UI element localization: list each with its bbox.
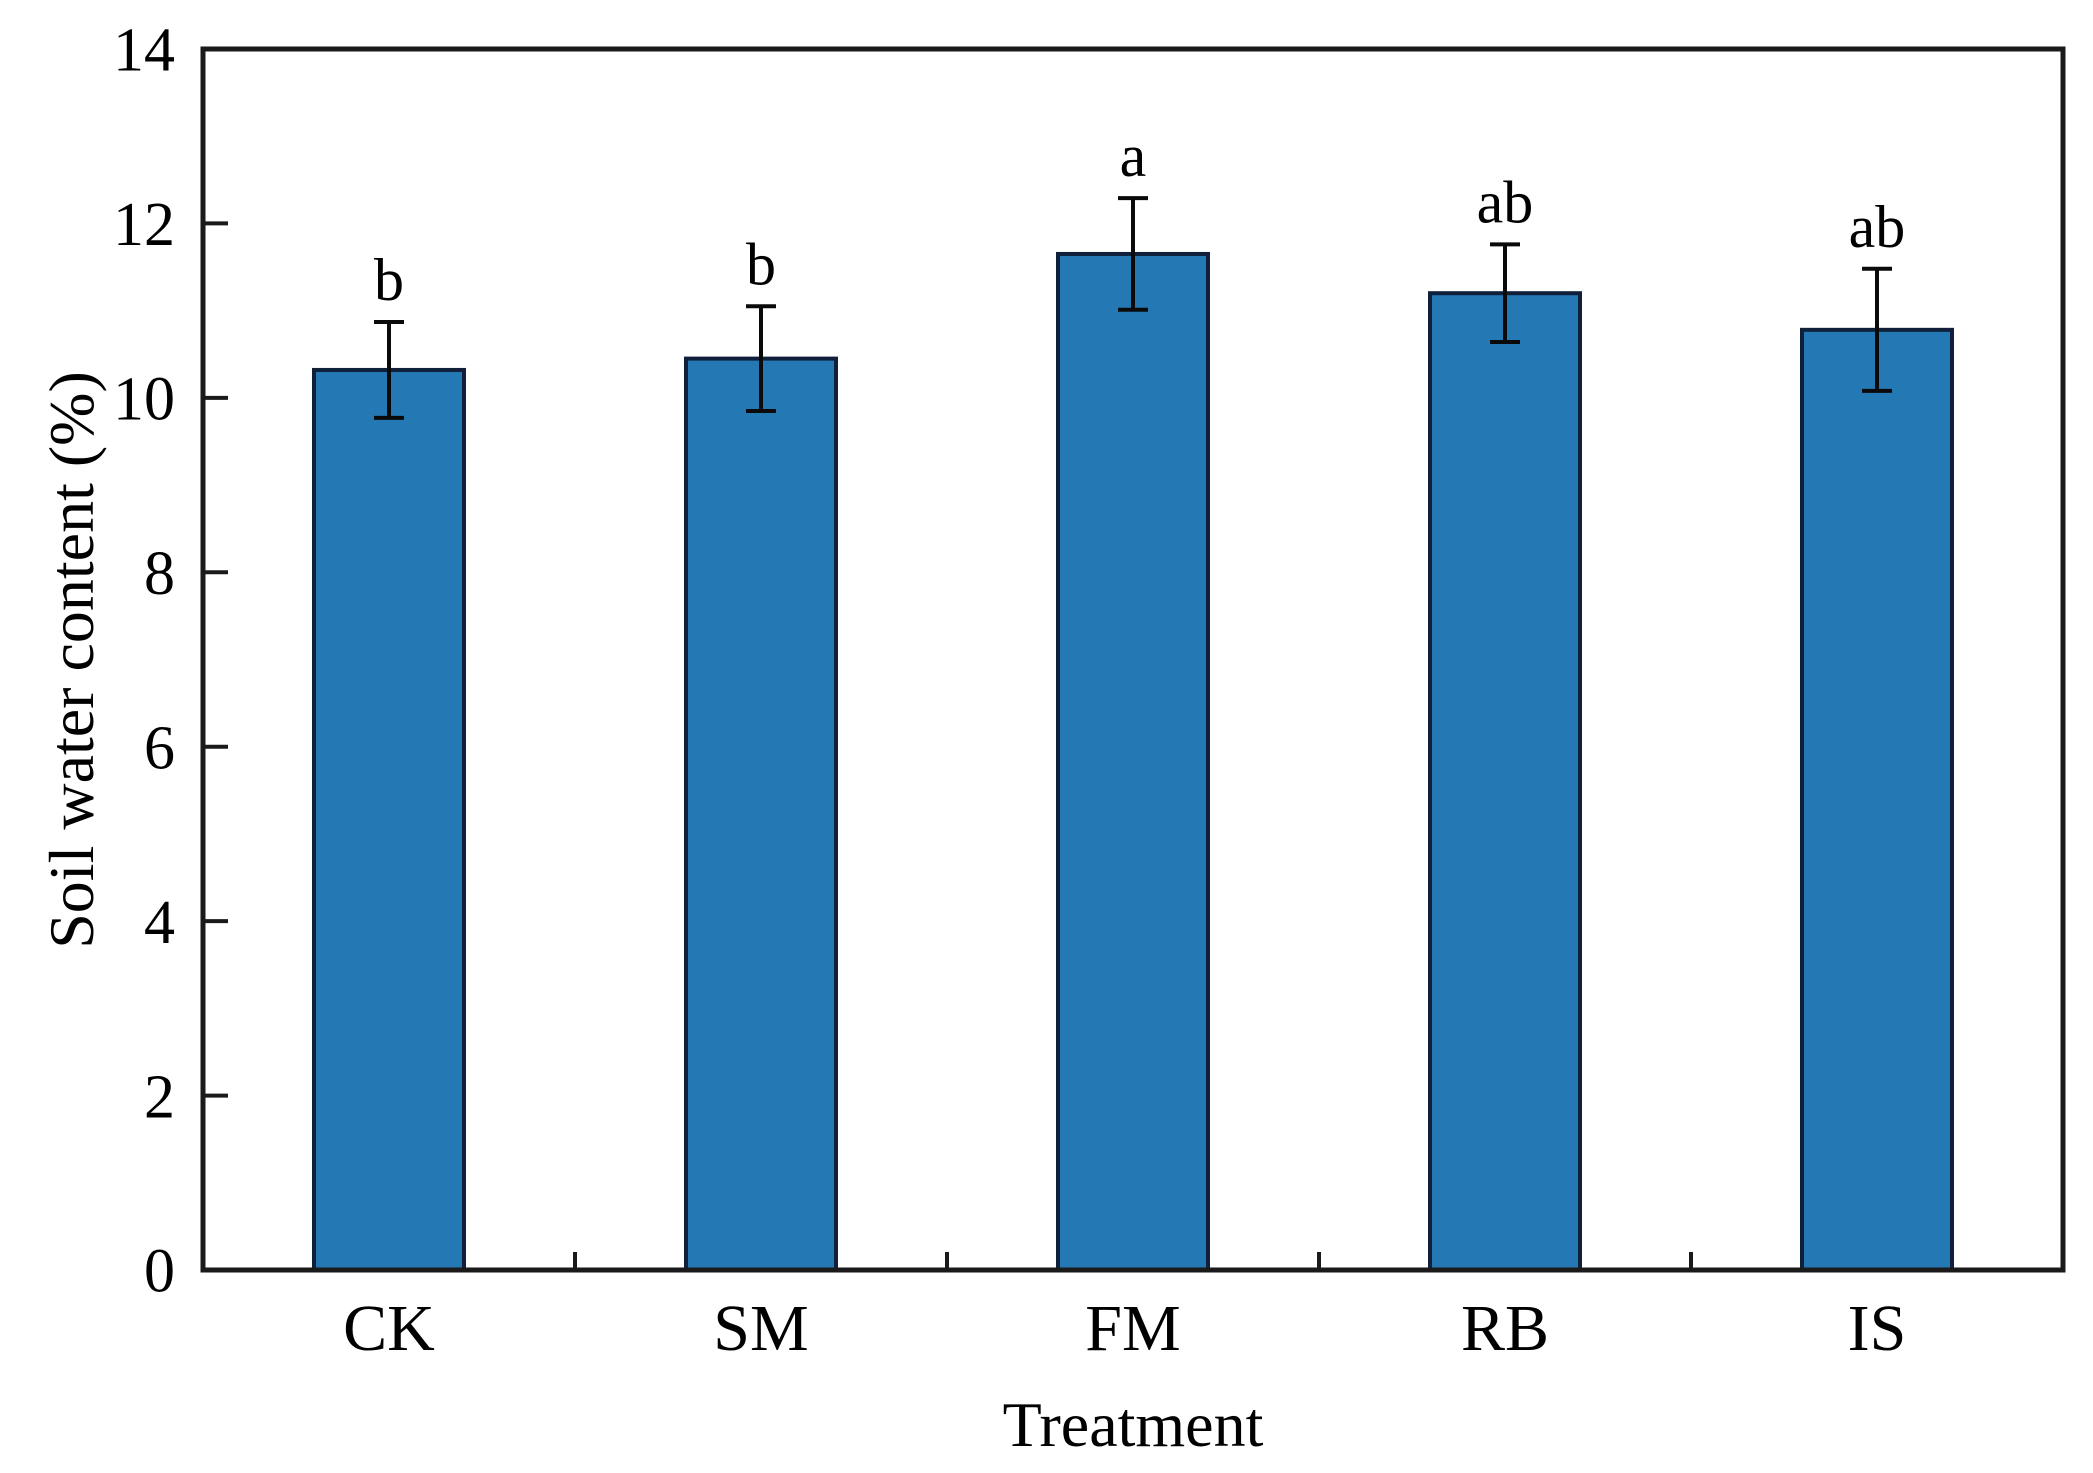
x-axis-title: Treatment <box>1002 1389 1264 1460</box>
y-tick-label-2: 2 <box>144 1063 175 1131</box>
sig-letter-FM: a <box>1120 123 1147 189</box>
sig-letter-RB: ab <box>1477 169 1534 235</box>
y-tick-label-4: 4 <box>144 889 175 957</box>
y-tick-label-8: 8 <box>144 540 175 608</box>
plot-border <box>200 46 2066 1273</box>
x-tick-label-RB: RB <box>1461 1292 1549 1365</box>
y-tick-label-10: 10 <box>113 366 175 434</box>
y-axis-title: Soil water content (%) <box>36 371 107 949</box>
x-tick-label-SM: SM <box>713 1292 808 1365</box>
bar-IS <box>1800 327 1954 1272</box>
sig-letter-SM: b <box>746 231 776 297</box>
y-tick-label-12: 12 <box>113 191 175 259</box>
bar-CK <box>312 367 466 1273</box>
y-tick-label-14: 14 <box>113 17 175 85</box>
sig-letter-CK: b <box>374 247 404 313</box>
y-tick-label-0: 0 <box>144 1238 175 1306</box>
sig-letter-IS: ab <box>1849 194 1906 260</box>
x-tick-label-IS: IS <box>1848 1292 1907 1365</box>
x-tick-label-CK: CK <box>343 1292 435 1365</box>
x-tick-label-FM: FM <box>1085 1292 1180 1365</box>
y-tick-label-6: 6 <box>144 714 175 782</box>
bar-RB <box>1428 291 1582 1272</box>
bar-FM <box>1056 251 1210 1273</box>
bar-SM <box>684 356 838 1272</box>
